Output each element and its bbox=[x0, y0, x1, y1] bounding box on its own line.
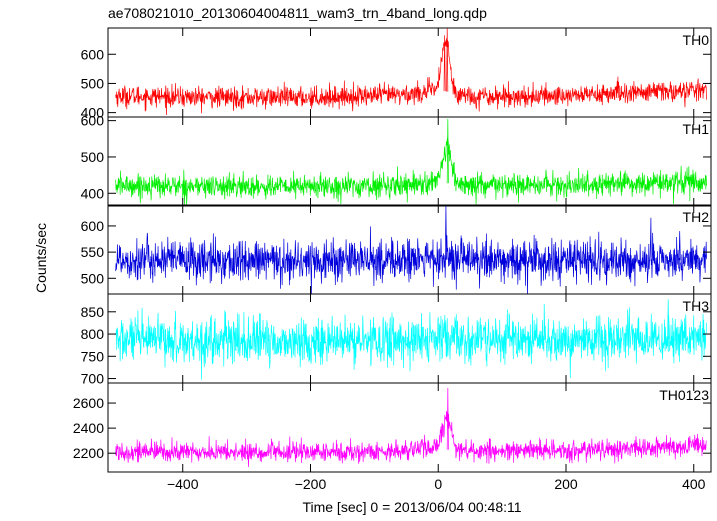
panel-th1: 400 500 600 TH1 bbox=[81, 113, 712, 207]
panel-label-th2: TH2 bbox=[683, 209, 710, 225]
x-tick-label: −200 bbox=[295, 476, 327, 492]
y-tick-label: 750 bbox=[81, 348, 105, 364]
y-tick-label: 800 bbox=[81, 326, 105, 342]
panel-th2: 500 550 600 TH2 bbox=[81, 204, 712, 295]
series-line-th1 bbox=[115, 118, 707, 206]
panel-th3: 700 750 800 850 TH3 bbox=[81, 293, 712, 387]
panel-label-th0: TH0 bbox=[683, 32, 710, 48]
panel-label-th0123: TH0123 bbox=[659, 387, 709, 403]
panel-th0: 400 500 600 TH0 bbox=[81, 27, 712, 121]
series-line-th0 bbox=[115, 28, 707, 116]
y-tick-label: 2600 bbox=[73, 395, 104, 411]
x-axis: −400 −200 0 200 400 bbox=[167, 476, 706, 492]
y-axis-label: Counts/sec bbox=[33, 223, 49, 293]
x-tick-label: −400 bbox=[167, 476, 199, 492]
panel-th0123: 2200 2400 2600 TH0123 bbox=[73, 382, 712, 473]
y-tick-label: 600 bbox=[81, 218, 105, 234]
y-tick-label: 2400 bbox=[73, 420, 104, 436]
x-tick-label: 200 bbox=[554, 476, 578, 492]
x-axis-label: Time [sec] 0 = 2013/06/04 00:48:11 bbox=[302, 499, 521, 515]
y-tick-label: 600 bbox=[81, 46, 105, 62]
y-tick-label: 500 bbox=[81, 270, 105, 286]
x-tick-label: 400 bbox=[682, 476, 706, 492]
y-tick-label: 850 bbox=[81, 304, 105, 320]
series-line-th2 bbox=[115, 206, 707, 294]
y-tick-label: 400 bbox=[81, 105, 105, 121]
y-tick-label: 700 bbox=[81, 371, 105, 387]
y-tick-label: 400 bbox=[81, 185, 105, 201]
y-tick-label: 550 bbox=[81, 244, 105, 260]
series-line-th3 bbox=[115, 299, 707, 380]
panel-frame bbox=[107, 382, 712, 473]
panel-frame bbox=[107, 27, 712, 118]
panels-group: 400500600TH0400500600TH1500550600TH27007… bbox=[73, 27, 712, 473]
chart-title: ae708021010_20130604004811_wam3_trn_4ban… bbox=[108, 5, 487, 21]
panel-frame bbox=[107, 116, 712, 207]
series-line-th0123 bbox=[115, 388, 707, 467]
y-tick-label: 600 bbox=[81, 113, 105, 129]
y-tick-label: 2200 bbox=[73, 445, 104, 461]
panel-label-th1: TH1 bbox=[683, 121, 710, 137]
panel-label-th3: TH3 bbox=[683, 298, 710, 314]
x-tick-label: 0 bbox=[434, 476, 442, 492]
y-tick-label: 500 bbox=[81, 149, 105, 165]
y-tick-label: 500 bbox=[81, 75, 105, 91]
